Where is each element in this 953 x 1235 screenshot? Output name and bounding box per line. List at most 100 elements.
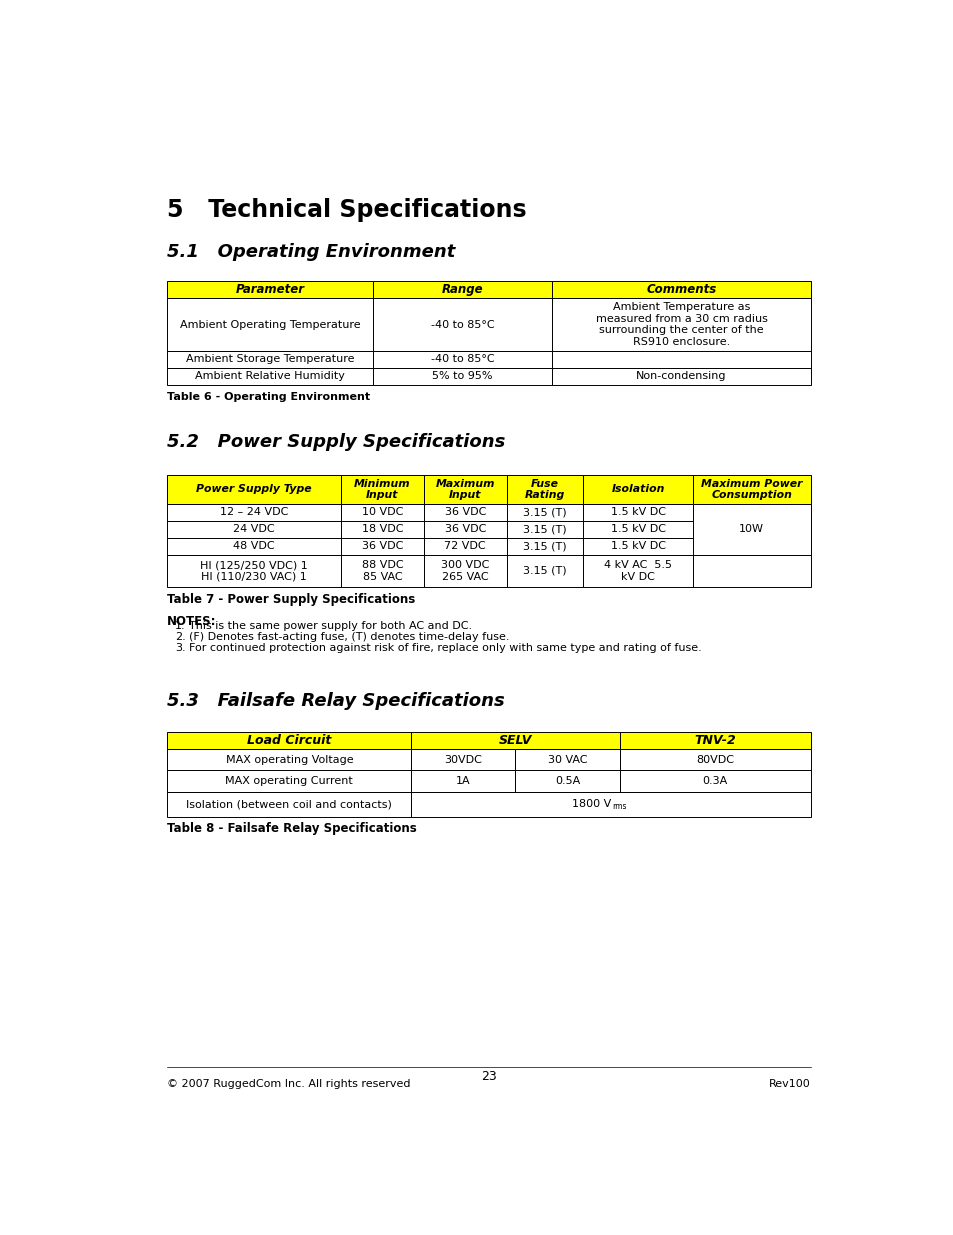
Text: Comments: Comments xyxy=(646,283,716,296)
Text: 1.5 kV DC: 1.5 kV DC xyxy=(610,508,665,517)
Text: 88 VDC
85 VAC: 88 VDC 85 VAC xyxy=(361,561,403,582)
Bar xyxy=(515,771,619,792)
Text: Isolation: Isolation xyxy=(611,484,664,494)
Text: Maximum Power
Consumption: Maximum Power Consumption xyxy=(700,478,801,500)
Bar xyxy=(167,555,340,587)
Bar xyxy=(552,299,810,351)
Bar xyxy=(552,282,810,299)
Text: Ambient Storage Temperature: Ambient Storage Temperature xyxy=(186,354,354,364)
Bar xyxy=(506,521,583,537)
Text: Table 6 - Operating Environment: Table 6 - Operating Environment xyxy=(167,391,370,401)
Text: 4 kV AC  5.5
kV DC: 4 kV AC 5.5 kV DC xyxy=(603,561,672,582)
Text: Rev100: Rev100 xyxy=(768,1078,810,1089)
Bar xyxy=(583,537,692,555)
Bar xyxy=(619,748,810,771)
Bar xyxy=(167,282,373,299)
Text: Isolation (between coil and contacts): Isolation (between coil and contacts) xyxy=(186,799,392,809)
Bar xyxy=(552,351,810,368)
Bar xyxy=(506,504,583,521)
Text: 3.15 (T): 3.15 (T) xyxy=(523,525,566,535)
Bar xyxy=(692,555,810,587)
Bar xyxy=(423,521,506,537)
Bar xyxy=(552,368,810,384)
Bar xyxy=(692,537,810,555)
Bar xyxy=(619,732,810,748)
Bar xyxy=(506,537,583,555)
Bar xyxy=(167,504,340,521)
Bar xyxy=(583,521,692,537)
Bar xyxy=(692,504,810,555)
Text: NOTES:: NOTES: xyxy=(167,615,216,627)
Bar xyxy=(692,474,810,504)
Text: MAX operating Voltage: MAX operating Voltage xyxy=(225,755,353,764)
Text: 36 VDC: 36 VDC xyxy=(444,525,485,535)
Text: Load Circuit: Load Circuit xyxy=(247,734,332,747)
Text: SELV: SELV xyxy=(498,734,532,747)
Text: 0.3A: 0.3A xyxy=(701,776,727,787)
Text: Table 8 - Failsafe Relay Specifications: Table 8 - Failsafe Relay Specifications xyxy=(167,823,416,835)
Bar xyxy=(619,771,810,792)
Text: 36 VDC: 36 VDC xyxy=(361,541,402,551)
Text: 0.5A: 0.5A xyxy=(555,776,579,787)
Text: Table 7 - Power Supply Specifications: Table 7 - Power Supply Specifications xyxy=(167,593,416,606)
Bar xyxy=(167,732,411,748)
Text: Fuse
Rating: Fuse Rating xyxy=(524,478,564,500)
Text: Ambient Operating Temperature: Ambient Operating Temperature xyxy=(179,320,360,330)
Text: 30VDC: 30VDC xyxy=(444,755,482,764)
Text: Parameter: Parameter xyxy=(235,283,304,296)
Text: Non-condensing: Non-condensing xyxy=(636,372,726,382)
Text: MAX operating Current: MAX operating Current xyxy=(225,776,353,787)
Bar xyxy=(340,537,423,555)
Text: Maximum
Input: Maximum Input xyxy=(436,478,495,500)
Bar xyxy=(340,555,423,587)
Bar xyxy=(167,537,340,555)
Bar xyxy=(167,351,373,368)
Text: 18 VDC: 18 VDC xyxy=(361,525,403,535)
Text: 48 VDC: 48 VDC xyxy=(233,541,274,551)
Bar xyxy=(583,555,692,587)
Bar xyxy=(423,504,506,521)
Text: 1.5 kV DC: 1.5 kV DC xyxy=(610,525,665,535)
Bar xyxy=(423,555,506,587)
Text: Ambient Temperature as
measured from a 30 cm radius
surrounding the center of th: Ambient Temperature as measured from a 3… xyxy=(595,303,766,347)
Bar xyxy=(167,368,373,384)
Text: This is the same power supply for both AC and DC.: This is the same power supply for both A… xyxy=(189,621,472,631)
Bar xyxy=(411,792,810,816)
Text: TNV-2: TNV-2 xyxy=(694,734,736,747)
Bar xyxy=(423,537,506,555)
Text: -40 to 85°C: -40 to 85°C xyxy=(431,354,494,364)
Text: Ambient Relative Humidity: Ambient Relative Humidity xyxy=(194,372,345,382)
Text: © 2007 RuggedCom Inc. All rights reserved: © 2007 RuggedCom Inc. All rights reserve… xyxy=(167,1078,411,1089)
Text: 5.3   Failsafe Relay Specifications: 5.3 Failsafe Relay Specifications xyxy=(167,692,504,710)
Text: 5.2   Power Supply Specifications: 5.2 Power Supply Specifications xyxy=(167,433,505,451)
Bar xyxy=(373,351,552,368)
Bar xyxy=(583,504,692,521)
Text: 80VDC: 80VDC xyxy=(696,755,734,764)
Text: 1A: 1A xyxy=(456,776,470,787)
Bar xyxy=(340,504,423,521)
Bar xyxy=(506,474,583,504)
Text: 3.: 3. xyxy=(174,643,186,653)
Bar xyxy=(373,282,552,299)
Text: 5% to 95%: 5% to 95% xyxy=(432,372,493,382)
Bar xyxy=(692,504,810,555)
Bar xyxy=(411,748,515,771)
Bar xyxy=(423,474,506,504)
Text: 10 VDC: 10 VDC xyxy=(361,508,402,517)
Text: 24 VDC: 24 VDC xyxy=(233,525,274,535)
Text: 300 VDC
265 VAC: 300 VDC 265 VAC xyxy=(440,561,489,582)
Text: 1800 V: 1800 V xyxy=(571,799,610,809)
Bar xyxy=(167,792,411,816)
Text: Range: Range xyxy=(441,283,483,296)
Text: 36 VDC: 36 VDC xyxy=(444,508,485,517)
Text: Minimum
Input: Minimum Input xyxy=(354,478,410,500)
Bar xyxy=(411,732,619,748)
Bar xyxy=(167,521,340,537)
Bar xyxy=(373,368,552,384)
Text: 23: 23 xyxy=(480,1070,497,1083)
Text: For continued protection against risk of fire, replace only with same type and r: For continued protection against risk of… xyxy=(189,643,701,653)
Bar xyxy=(167,474,340,504)
Bar xyxy=(340,474,423,504)
Text: (F) Denotes fast-acting fuse, (T) denotes time-delay fuse.: (F) Denotes fast-acting fuse, (T) denote… xyxy=(189,632,509,642)
Bar xyxy=(515,748,619,771)
